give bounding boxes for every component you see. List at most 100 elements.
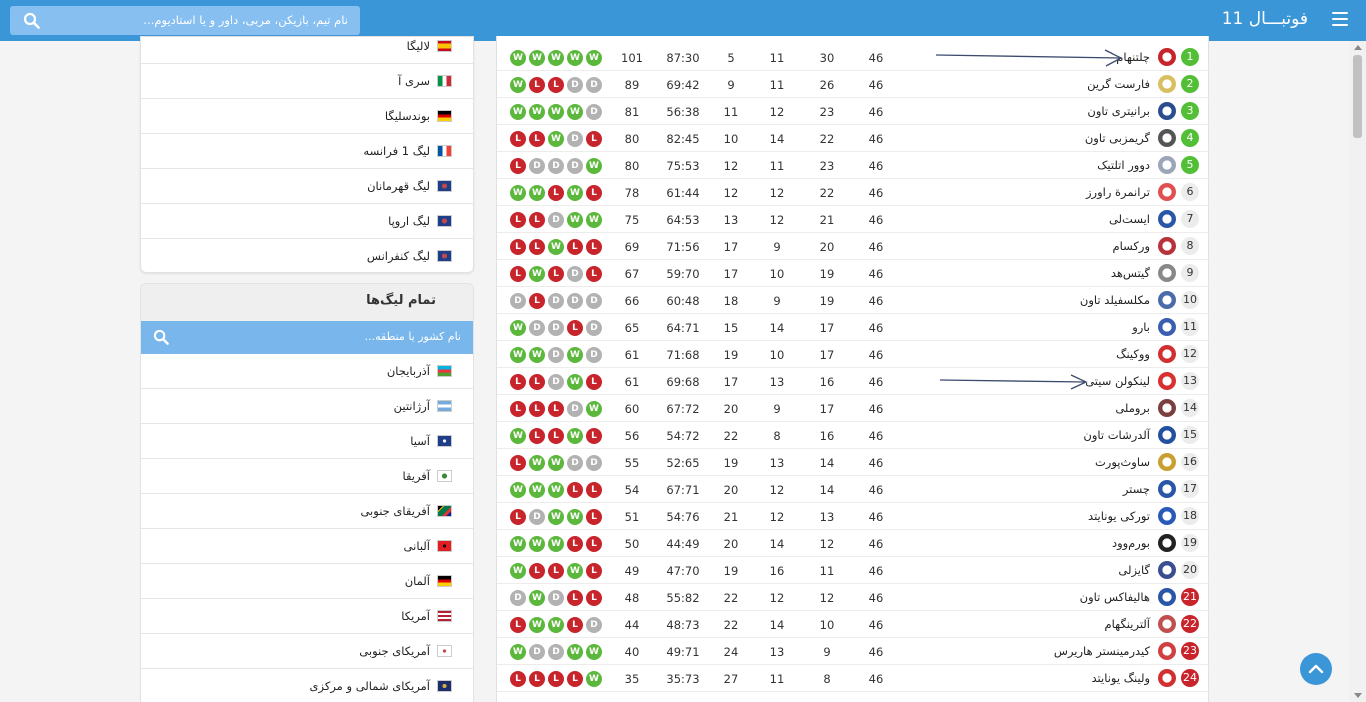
team-name[interactable]: گریمزبی تاون — [1084, 131, 1150, 145]
league-item[interactable]: سری آ — [141, 64, 473, 99]
form-badge[interactable]: L — [586, 563, 602, 579]
team-name[interactable]: ایست‌لی — [1108, 212, 1150, 226]
form-badge[interactable]: W — [529, 185, 545, 201]
form-badge[interactable]: W — [529, 455, 545, 471]
form-badge[interactable]: W — [548, 104, 564, 120]
team-name[interactable]: آلترینگهام — [1104, 617, 1150, 631]
table-row[interactable]: 6 ترانمرة راورز 46 22 12 12 61:44 78 L W L W W — [497, 179, 1210, 206]
form-badge[interactable]: D — [567, 131, 583, 147]
form-badge[interactable]: W — [529, 590, 545, 606]
form-badge[interactable]: W — [510, 428, 526, 444]
table-row[interactable]: 7 ایست‌لی 46 21 12 13 64:53 75 W W D L L — [497, 206, 1210, 233]
form-badge[interactable]: D — [548, 320, 564, 336]
form-badge[interactable]: L — [548, 671, 564, 687]
form-badge[interactable]: D — [529, 158, 545, 174]
form-badge[interactable]: L — [586, 590, 602, 606]
form-badge[interactable]: W — [548, 239, 564, 255]
form-badge[interactable]: W — [548, 617, 564, 633]
league-item[interactable]: لیگ قهرمانان — [141, 169, 473, 204]
form-badge[interactable]: D — [548, 158, 564, 174]
team-name[interactable]: لینکولن سیتی — [1085, 374, 1150, 388]
table-row[interactable]: 14 بروملی 46 17 9 20 67:72 60 W D L L L — [497, 395, 1210, 422]
team-name[interactable]: ووکینگ — [1116, 347, 1150, 361]
league-item[interactable]: آمریکای جنوبی — [141, 634, 473, 669]
search-icon[interactable] — [153, 329, 169, 348]
form-badge[interactable]: L — [529, 212, 545, 228]
form-badge[interactable]: W — [586, 671, 602, 687]
site-search-input[interactable]: نام تیم، بازیکن، مربی، داور و یا استادیو… — [10, 6, 360, 35]
form-badge[interactable]: W — [548, 50, 564, 66]
form-badge[interactable]: L — [548, 428, 564, 444]
team-name[interactable]: هالیفاکس تاون — [1079, 590, 1150, 604]
form-badge[interactable]: L — [567, 536, 583, 552]
form-badge[interactable]: L — [529, 239, 545, 255]
table-row[interactable]: 10 مکلسفیلد تاون 46 19 9 18 60:48 66 D D D L D — [497, 287, 1210, 314]
form-badge[interactable]: D — [510, 293, 526, 309]
vertical-scrollbar[interactable] — [1349, 41, 1366, 702]
form-badge[interactable]: L — [567, 671, 583, 687]
form-badge[interactable]: L — [510, 509, 526, 525]
form-badge[interactable]: L — [548, 401, 564, 417]
table-row[interactable]: 17 چستر 46 14 12 20 67:71 54 L L W W W — [497, 476, 1210, 503]
table-row[interactable]: 21 هالیفاکس تاون 46 12 12 22 55:82 48 L L D W D — [497, 584, 1210, 611]
table-row[interactable]: 1 چلتنهام 46 30 11 5 87:30 101 W W W W W — [497, 44, 1210, 71]
form-badge[interactable]: L — [586, 131, 602, 147]
team-name[interactable]: ساوث‌پورت — [1094, 455, 1150, 469]
form-badge[interactable]: D — [567, 77, 583, 93]
form-badge[interactable]: D — [586, 104, 602, 120]
league-item[interactable]: لیگ اروپا — [141, 204, 473, 239]
form-badge[interactable]: D — [586, 347, 602, 363]
form-badge[interactable]: D — [567, 158, 583, 174]
form-badge[interactable]: W — [510, 185, 526, 201]
league-item[interactable]: آلبانی — [141, 529, 473, 564]
form-badge[interactable]: D — [586, 77, 602, 93]
form-badge[interactable]: W — [567, 212, 583, 228]
form-badge[interactable]: W — [510, 563, 526, 579]
form-badge[interactable]: D — [586, 455, 602, 471]
form-badge[interactable]: W — [586, 158, 602, 174]
form-badge[interactable]: W — [510, 320, 526, 336]
form-badge[interactable]: W — [510, 482, 526, 498]
form-badge[interactable]: L — [567, 482, 583, 498]
form-badge[interactable]: L — [510, 617, 526, 633]
form-badge[interactable]: L — [510, 239, 526, 255]
form-badge[interactable]: L — [586, 428, 602, 444]
form-badge[interactable]: L — [510, 374, 526, 390]
team-name[interactable]: فارست گرین — [1087, 77, 1150, 91]
form-badge[interactable]: L — [529, 77, 545, 93]
site-logo[interactable]: فوتبـــال 11 — [1221, 9, 1308, 29]
table-row[interactable]: 12 ووکینگ 46 17 10 19 71:68 61 D W D W W — [497, 341, 1210, 368]
form-badge[interactable]: L — [529, 671, 545, 687]
team-name[interactable]: بارو — [1132, 320, 1150, 334]
table-row[interactable]: 11 بارو 46 17 14 15 64:71 65 D L D D W — [497, 314, 1210, 341]
form-badge[interactable]: L — [548, 266, 564, 282]
form-badge[interactable]: D — [586, 320, 602, 336]
form-badge[interactable]: W — [567, 50, 583, 66]
league-item[interactable]: آفریقای جنوبی — [141, 494, 473, 529]
table-row[interactable]: 24 ولینگ یونایتد 46 8 11 27 35:73 35 W L L L L — [497, 665, 1210, 692]
form-badge[interactable]: L — [586, 185, 602, 201]
form-badge[interactable]: W — [548, 536, 564, 552]
table-row[interactable]: 18 تورکی یونایتد 46 13 12 21 54:76 51 L W W D L — [497, 503, 1210, 530]
form-badge[interactable]: W — [529, 347, 545, 363]
form-badge[interactable]: L — [529, 374, 545, 390]
team-name[interactable]: گایزلی — [1118, 563, 1150, 577]
table-row[interactable]: 2 فارست گرین 46 26 11 9 69:42 89 D D L L W — [497, 71, 1210, 98]
scroll-up-icon[interactable] — [1354, 45, 1362, 50]
form-badge[interactable]: W — [567, 185, 583, 201]
form-badge[interactable]: D — [529, 320, 545, 336]
form-badge[interactable]: W — [548, 509, 564, 525]
form-badge[interactable]: L — [548, 563, 564, 579]
form-badge[interactable]: W — [529, 536, 545, 552]
form-badge[interactable]: L — [529, 401, 545, 417]
form-badge[interactable]: D — [548, 374, 564, 390]
table-row[interactable]: 16 ساوث‌پورت 46 14 13 19 52:65 55 D D W W L — [497, 449, 1210, 476]
form-badge[interactable]: W — [548, 131, 564, 147]
form-badge[interactable]: L — [529, 563, 545, 579]
form-badge[interactable]: D — [548, 212, 564, 228]
team-name[interactable]: دوور اتلتیک — [1097, 158, 1150, 172]
form-badge[interactable]: L — [548, 185, 564, 201]
league-item[interactable]: آمریکای شمالی و مرکزی — [141, 669, 473, 702]
form-badge[interactable]: D — [548, 347, 564, 363]
league-item[interactable]: آلمان — [141, 564, 473, 599]
